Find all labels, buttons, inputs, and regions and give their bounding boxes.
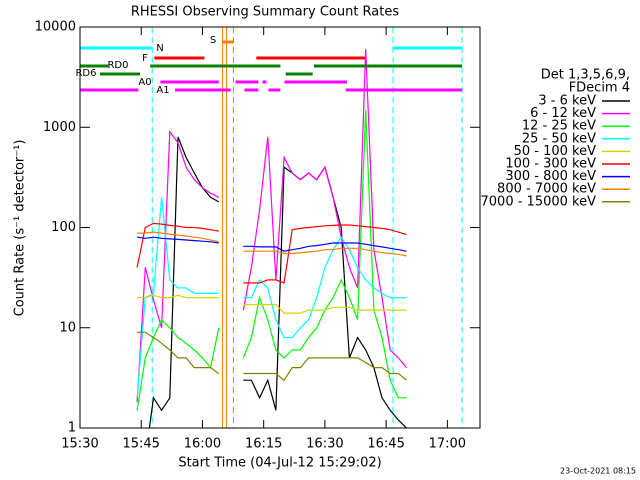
legend-label: 7000 - 15000 keV [481, 194, 597, 209]
flag-label: N [156, 43, 163, 54]
flag-label: A1 [156, 85, 169, 96]
series-line [136, 222, 407, 284]
legend-label: 50 - 100 keV [514, 144, 597, 159]
series-line [137, 236, 407, 252]
x-tick-label: 15:45 [122, 437, 159, 452]
x-axis-label: Start Time (04-Jul-12 15:29:02) [178, 456, 381, 471]
legend-label: 800 - 7000 keV [497, 182, 596, 197]
series-line [137, 294, 407, 314]
legend-label: 300 - 800 keV [505, 169, 596, 184]
series-line [137, 331, 407, 382]
series-line [136, 197, 407, 398]
x-tick-label: 16:00 [184, 437, 221, 452]
timestamp: 23-Oct-2021 08:15 [560, 467, 636, 476]
series-line [137, 231, 407, 257]
legend-label: 100 - 300 keV [505, 157, 596, 172]
legend-label: 25 - 50 keV [522, 131, 596, 146]
x-tick-label: 15:30 [61, 437, 98, 452]
y-tick-label: 1 [68, 421, 76, 436]
plot-area [80, 27, 463, 428]
flag-label: S [210, 35, 216, 46]
x-tick-label: 16:30 [306, 437, 343, 452]
flag-label: RD0 [107, 60, 128, 71]
chart-title: RHESSI Observing Summary Count Rates [131, 5, 400, 20]
series-line [136, 49, 407, 403]
y-tick-label: 10000 [35, 20, 76, 35]
y-axis-label: Count Rate (s⁻¹ detector⁻¹) [13, 140, 28, 317]
flag-label: RD6 [75, 68, 96, 79]
x-tick-label: 17:00 [429, 437, 466, 452]
legend-title: Det 1,3,5,6,9, [541, 68, 630, 83]
legend-label: 6 - 12 keV [530, 106, 596, 121]
legend-label: 3 - 6 keV [538, 94, 596, 109]
y-tick-label: 1000 [43, 120, 76, 135]
y-tick-label: 100 [51, 220, 76, 235]
legend-title: FDecim 4 [569, 81, 630, 96]
y-tick-label: 10 [59, 320, 76, 335]
x-tick-label: 16:15 [245, 437, 282, 452]
flag-label: F [142, 53, 148, 64]
x-tick-label: 16:45 [367, 437, 404, 452]
legend-label: 12 - 25 keV [522, 119, 596, 134]
flag-label: A0 [138, 77, 151, 88]
